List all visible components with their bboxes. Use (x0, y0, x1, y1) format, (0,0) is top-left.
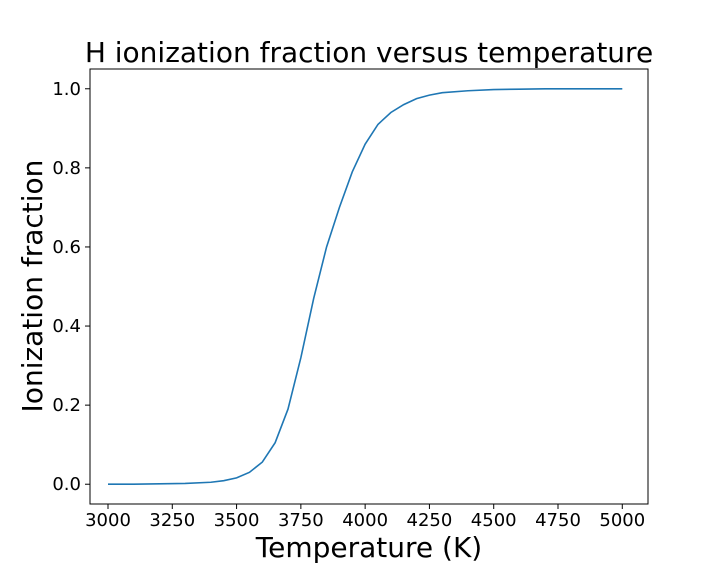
x-tick-label: 4500 (471, 510, 517, 531)
x-tick-label: 3750 (278, 510, 324, 531)
y-axis-title: Ionization fraction (16, 160, 49, 413)
y-tick-label: 0.2 (52, 395, 81, 416)
y-tick-label: 1.0 (52, 79, 81, 100)
x-axis-title: Temperature (K) (255, 531, 482, 564)
x-axis-ticks: 3000 3250 3500 3750 4000 4250 4500 4750 5000 (85, 504, 645, 531)
x-tick-label: 4250 (407, 510, 453, 531)
x-tick-label: 4750 (535, 510, 581, 531)
x-tick-label: 5000 (599, 510, 645, 531)
y-tick-label: 0.4 (52, 316, 81, 337)
y-axis-ticks: 0.0 0.2 0.4 0.6 0.8 1.0 (52, 79, 90, 495)
y-tick-label: 0.8 (52, 158, 81, 179)
y-tick-label: 0.6 (52, 237, 81, 258)
x-tick-label: 3500 (214, 510, 260, 531)
y-tick-label: 0.0 (52, 474, 81, 495)
x-tick-label: 3250 (149, 510, 195, 531)
ionization-fraction-line (108, 87, 623, 486)
x-tick-label: 4000 (342, 510, 388, 531)
chart-title: H ionization fraction versus temperature (85, 36, 653, 69)
x-tick-label: 3000 (85, 510, 131, 531)
plot-area (89, 68, 649, 505)
